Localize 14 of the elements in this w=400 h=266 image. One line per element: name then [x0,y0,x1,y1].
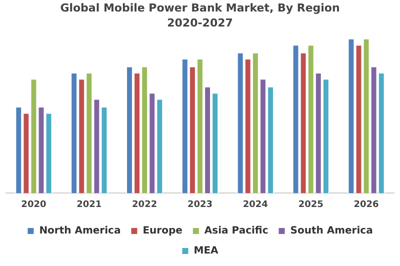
legend-label: South America [290,226,373,237]
x-tick-label: 2020 [21,200,46,210]
legend-label: MEA [194,246,219,257]
chart-title: Global Mobile Power Bank Market, By Region [60,1,340,14]
chart-subtitle: 2020-2027 [167,16,233,30]
legend-label: Europe [142,226,183,237]
x-tick-label: 2021 [76,200,102,210]
x-tick-label: 2022 [132,200,158,210]
x-tick-label: 2026 [354,200,379,210]
legend-label: Asia Pacific [204,226,268,237]
x-tick-label: 2024 [242,200,268,210]
legend-label: North America [39,226,121,237]
x-tick-label: 2023 [187,200,213,210]
x-tick-label: 2025 [298,200,324,210]
